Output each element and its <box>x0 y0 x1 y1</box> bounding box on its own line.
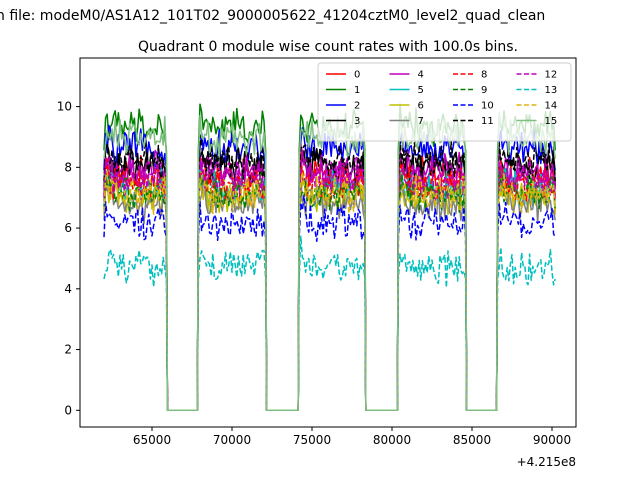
legend-label-2: 2 <box>354 101 360 112</box>
series-line-10 <box>103 194 556 412</box>
legend-label-15: 15 <box>545 116 558 127</box>
chart-title: Quadrant 0 module wise count rates with … <box>138 39 518 55</box>
legend-label-13: 13 <box>545 85 558 96</box>
x-tick-label: 90000 <box>533 433 571 447</box>
series-line-11 <box>103 134 556 412</box>
x-tick-label: 75000 <box>293 433 331 447</box>
legend-label-11: 11 <box>481 116 494 127</box>
legend-label-14: 14 <box>545 101 558 112</box>
series-line-12 <box>103 153 556 412</box>
legend-label-7: 7 <box>418 116 424 127</box>
y-tick-label: 6 <box>64 221 72 235</box>
y-tick-label: 4 <box>64 282 72 296</box>
y-tick-label: 10 <box>57 100 72 114</box>
legend-label-3: 3 <box>354 116 360 127</box>
legend-label-6: 6 <box>418 101 424 112</box>
series-line-14 <box>103 170 556 412</box>
series-line-13 <box>103 235 556 412</box>
legend-label-1: 1 <box>354 85 360 96</box>
x-offset-label: +4.215e8 <box>517 455 576 469</box>
figure-suptitle: n file: modeM0/AS1A12_101T02_9000005622_… <box>0 8 545 24</box>
y-tick-label: 2 <box>64 343 72 357</box>
x-tick-label: 70000 <box>213 433 251 447</box>
legend-label-8: 8 <box>481 70 487 81</box>
legend-label-12: 12 <box>545 70 558 81</box>
series-line-9 <box>103 169 556 412</box>
x-tick-label: 85000 <box>453 433 491 447</box>
legend-label-0: 0 <box>354 70 360 81</box>
legend-label-9: 9 <box>481 85 487 96</box>
x-tick-label: 65000 <box>133 433 171 447</box>
legend-label-5: 5 <box>418 85 424 96</box>
legend-label-10: 10 <box>481 101 494 112</box>
legend-label-4: 4 <box>418 70 424 81</box>
legend-box <box>317 62 572 142</box>
plot-frame <box>79 57 577 428</box>
y-tick-label: 0 <box>64 403 72 417</box>
y-tick-label: 8 <box>64 160 72 174</box>
x-tick-label: 80000 <box>373 433 411 447</box>
